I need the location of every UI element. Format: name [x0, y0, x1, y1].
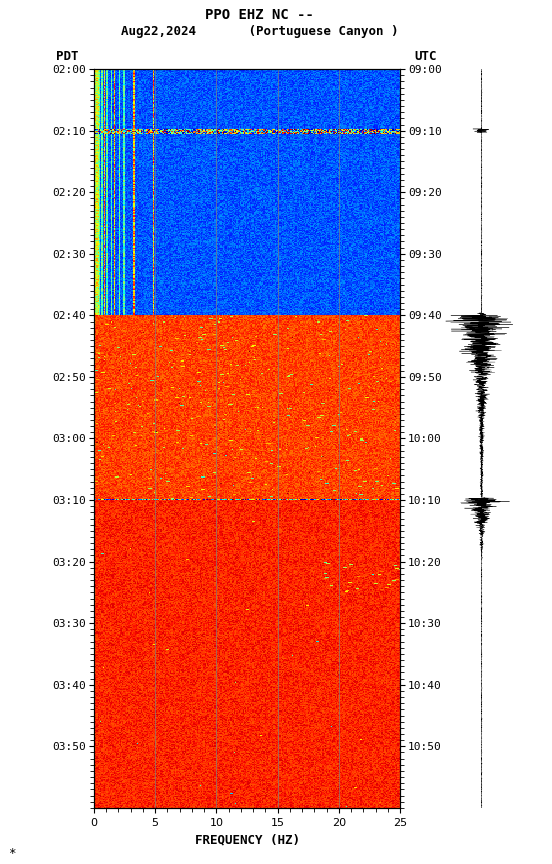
Text: PDT: PDT: [56, 50, 78, 63]
Text: UTC: UTC: [415, 50, 437, 63]
X-axis label: FREQUENCY (HZ): FREQUENCY (HZ): [194, 833, 300, 846]
Text: Aug22,2024       (Portuguese Canyon ): Aug22,2024 (Portuguese Canyon ): [121, 24, 398, 37]
Text: PPO EHZ NC --: PPO EHZ NC --: [205, 8, 314, 22]
Text: *: *: [8, 847, 16, 860]
